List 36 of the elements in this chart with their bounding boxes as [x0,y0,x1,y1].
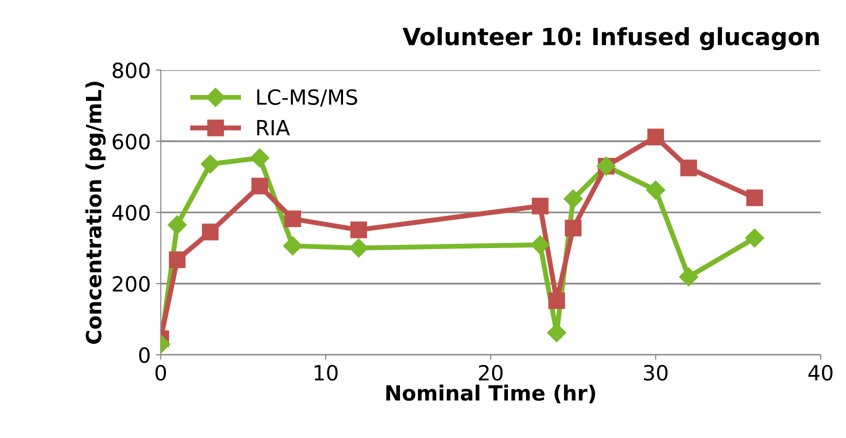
x-tick-label: 0 [155,364,166,381]
point [200,154,220,174]
point [530,235,550,254]
legend-label: LC-MS/MS [257,89,358,107]
point [168,251,186,268]
point [251,178,268,194]
x-tick-label: 30 [644,364,668,381]
point [284,210,302,228]
y-tick-label: 400 [112,204,150,221]
point [564,220,582,236]
y-tick-label: 0 [139,347,150,363]
point [646,180,666,200]
y-tick-label: 600 [112,134,150,150]
x-tick-label: 20 [478,364,503,381]
point [350,222,368,238]
point [168,215,187,234]
point [532,198,549,214]
point [745,228,764,248]
y-tick-label: 800 [112,62,150,78]
x-axis-title: Nominal Time (hr) [386,384,596,404]
point [647,128,664,146]
point [548,292,565,310]
legend-label: RIA [257,120,290,136]
point [680,160,697,176]
point [202,224,219,240]
point [250,148,270,168]
chart-title: Volunteer 10: Infused glucagon [402,27,819,50]
y-axis-title: Concentration (pg/mL) [85,82,106,344]
point [679,267,698,286]
point [746,190,763,206]
point [349,238,368,258]
point [564,189,583,208]
x-tick-label: 40 [808,364,832,381]
point [283,236,302,256]
x-tick-label: 10 [314,364,338,381]
y-tick-label: 200 [112,276,150,292]
